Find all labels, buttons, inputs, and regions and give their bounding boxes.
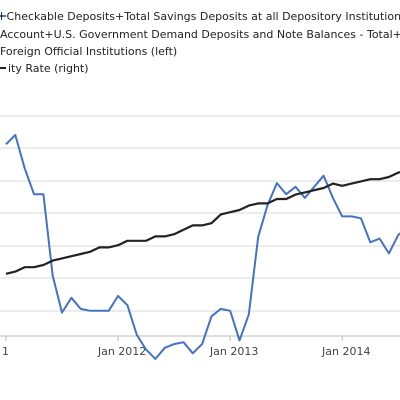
series-line-rate (5, 171, 400, 275)
series-line-foreign-official (5, 134, 400, 360)
legend-line-1: l Checkable Deposits+Total Savings Depos… (0, 10, 400, 23)
x-tick-label: Jan 2013 (209, 345, 258, 358)
legend-line-4: ity Rate (right) (8, 62, 89, 75)
x-tick-label: Jan 2012 (97, 345, 146, 358)
legend-line-3: Foreign Official Institutions (left) (0, 45, 177, 58)
x-tick-label: Jan 2014 (321, 345, 370, 358)
x-axis-ticks: 1 Jan 2012 Jan 2013 Jan 2014 (2, 336, 370, 358)
legend: l Checkable Deposits+Total Savings Depos… (0, 10, 400, 75)
legend-line-2: Account+U.S. Government Demand Deposits … (0, 28, 400, 41)
x-tick-label: 1 (2, 345, 9, 358)
plot-area (5, 134, 400, 360)
gridlines (0, 115, 400, 312)
